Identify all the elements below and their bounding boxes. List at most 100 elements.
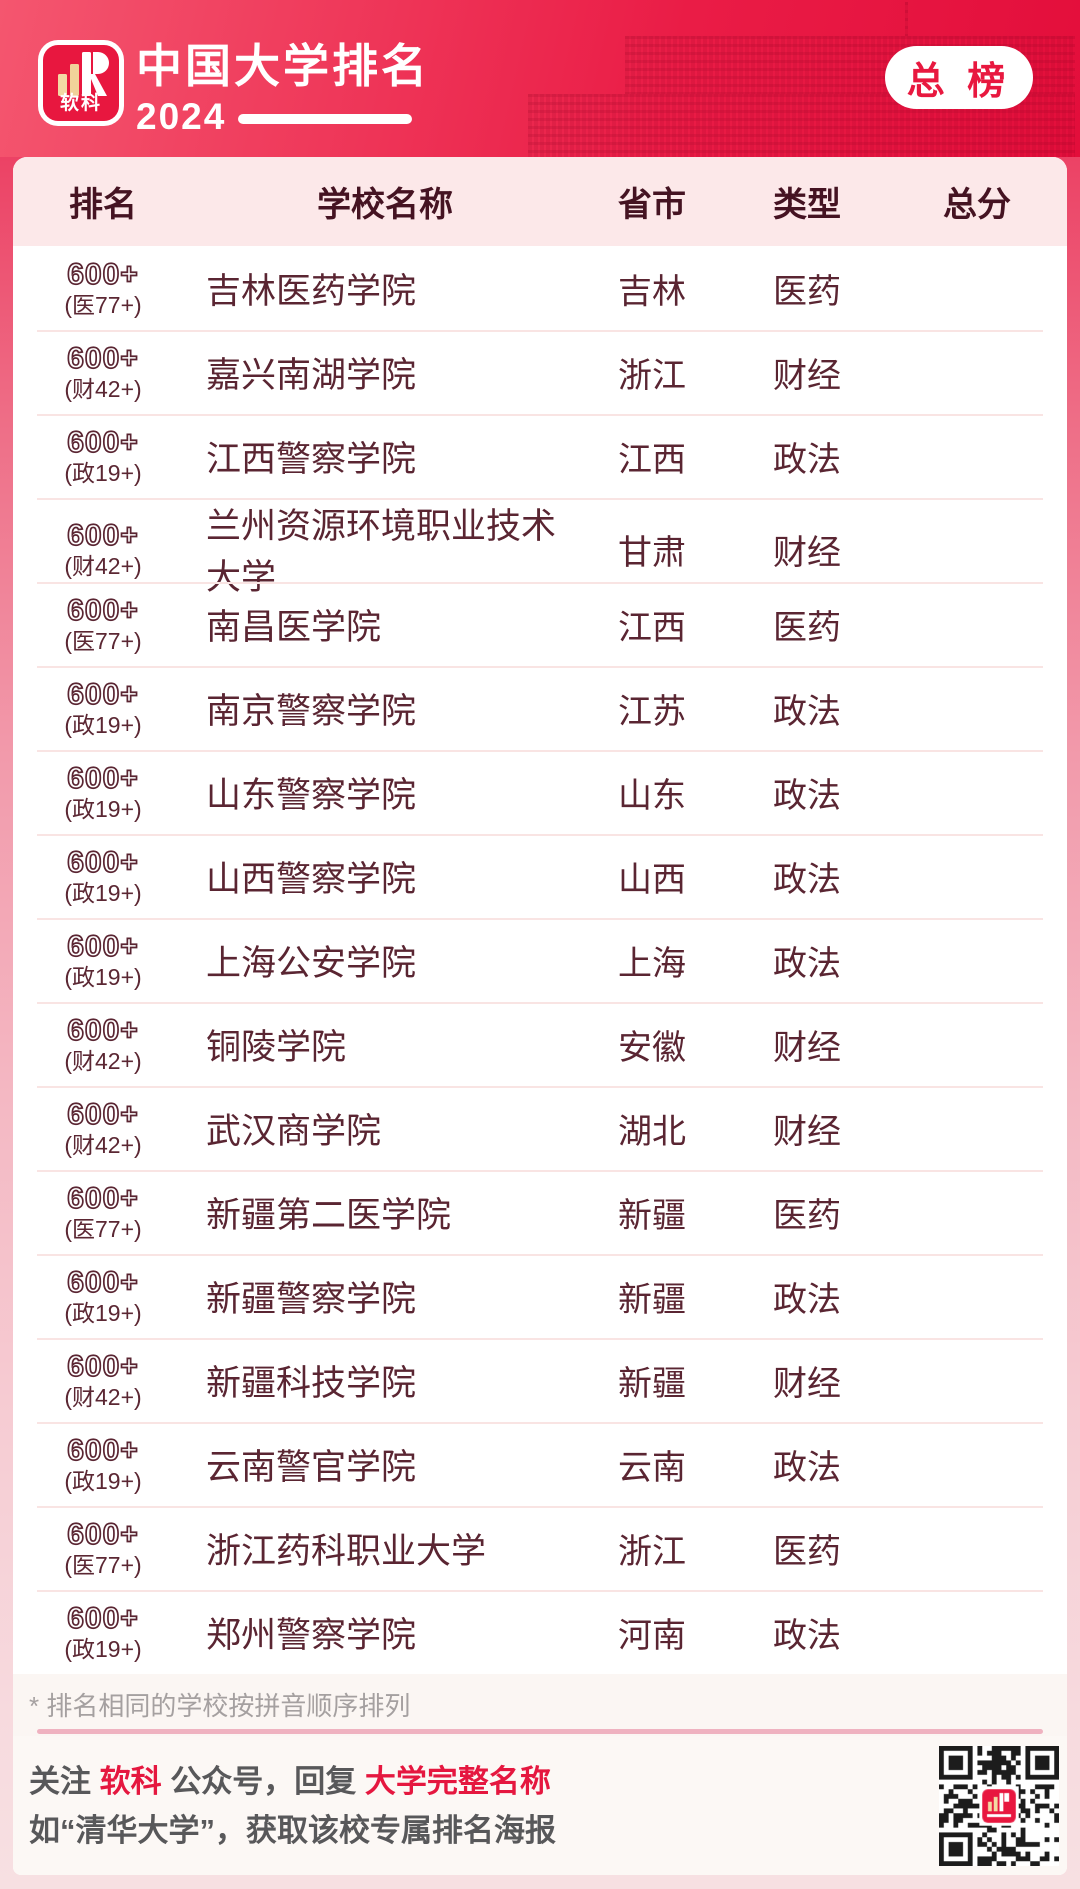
rank-subcategory: (政19+) xyxy=(64,1299,142,1326)
school-name: 上海公安学院 xyxy=(206,943,417,983)
rank-cell: 600+ (医77+) xyxy=(13,1182,193,1242)
rank-cell: 600+ (医77+) xyxy=(13,1518,193,1578)
qr-code xyxy=(939,1745,1059,1866)
province: 吉林 xyxy=(618,272,686,311)
overall-ranking-badge: 总 榜 xyxy=(885,46,1033,109)
province: 上海 xyxy=(618,944,686,983)
rank-cell: 600+ (政19+) xyxy=(13,426,193,486)
school-type: 政法 xyxy=(773,1616,841,1655)
school-name: 兰州资源环境职业技术大学 xyxy=(206,507,557,597)
school-name: 新疆第二医学院 xyxy=(206,1195,452,1235)
school-type: 医药 xyxy=(773,272,841,311)
school-type: 政法 xyxy=(773,440,841,479)
col-header-rank: 排名 xyxy=(69,186,137,224)
school-name: 浙江药科职业大学 xyxy=(206,1531,487,1571)
table-row: 600+ (财42+) 新疆科技学院 新疆 财经 xyxy=(13,1338,1067,1422)
rank-value: 600+ xyxy=(66,519,139,553)
col-header-score: 总分 xyxy=(943,186,1011,224)
province: 安徽 xyxy=(618,1028,686,1067)
table-body: 600+ (医77+) 吉林医药学院 吉林 医药 600+ (财42+) 嘉兴南… xyxy=(13,246,1067,1674)
school-type: 政法 xyxy=(773,944,841,983)
school-name: 山东警察学院 xyxy=(206,775,417,815)
table-row: 600+ (政19+) 山西警察学院 山西 政法 xyxy=(13,834,1067,918)
footer-segment: 关注 xyxy=(29,1763,100,1799)
col-header-type: 类型 xyxy=(773,186,841,224)
school-type: 政法 xyxy=(773,860,841,899)
province: 浙江 xyxy=(618,356,686,395)
rank-value: 600+ xyxy=(66,1266,139,1300)
rank-subcategory: (政19+) xyxy=(64,879,142,906)
school-type: 财经 xyxy=(773,356,841,395)
rank-subcategory: (财42+) xyxy=(64,1383,142,1410)
footnote-strip: * 排名相同的学校按拼音顺序排列 xyxy=(13,1674,1067,1736)
col-header-school: 学校名称 xyxy=(317,186,453,224)
rank-value: 600+ xyxy=(66,1434,139,1468)
school-name: 郑州警察学院 xyxy=(206,1615,417,1655)
province: 浙江 xyxy=(618,1532,686,1571)
rank-cell: 600+ (财42+) xyxy=(13,342,193,400)
table-row: 600+ (政19+) 新疆警察学院 新疆 政法 xyxy=(13,1254,1067,1338)
ruanke-logo: 软科 xyxy=(38,40,124,126)
province: 湖北 xyxy=(618,1112,686,1151)
footer-line1: 关注 软科 公众号，回复 大学完整名称 xyxy=(29,1757,939,1806)
rank-subcategory: (政19+) xyxy=(64,1635,142,1662)
table-row: 600+ (财42+) 嘉兴南湖学院 浙江 财经 xyxy=(13,330,1067,414)
logo-label: 软科 xyxy=(59,93,102,114)
table-row: 600+ (政19+) 上海公安学院 上海 政法 xyxy=(13,918,1067,1002)
rank-cell: 600+ (财42+) xyxy=(13,1350,193,1410)
rank-subcategory: (医77+) xyxy=(64,1551,142,1578)
table-row: 600+ (政19+) 郑州警察学院 河南 政法 xyxy=(13,1590,1067,1674)
table-row: 600+ (医77+) 吉林医药学院 吉林 医药 xyxy=(13,246,1067,330)
table-header: 排名 学校名称 省市 类型 总分 xyxy=(13,157,1067,246)
school-type: 医药 xyxy=(773,1196,841,1235)
province: 山西 xyxy=(618,860,686,899)
table-row: 600+ (政19+) 山东警察学院 山东 政法 xyxy=(13,750,1067,834)
school-name: 南京警察学院 xyxy=(206,691,417,731)
footer-highlight: 软科 xyxy=(99,1763,162,1799)
table-row: 600+ (政19+) 江西警察学院 江西 政法 xyxy=(13,414,1067,498)
province: 新疆 xyxy=(618,1364,686,1403)
col-header-province: 省市 xyxy=(618,186,686,224)
logo-bars-icon xyxy=(58,52,109,96)
rank-subcategory: (政19+) xyxy=(64,1467,142,1494)
rank-subcategory: (医77+) xyxy=(64,627,142,654)
rank-cell: 600+ (政19+) xyxy=(13,762,193,822)
page-title: 中国大学排名 xyxy=(136,40,430,92)
rank-subcategory: (医77+) xyxy=(64,1215,142,1242)
school-type: 政法 xyxy=(773,776,841,815)
rank-subcategory: (政19+) xyxy=(64,795,142,822)
rank-value: 600+ xyxy=(66,678,139,712)
school-type: 医药 xyxy=(773,1532,841,1571)
school-type: 政法 xyxy=(773,692,841,731)
rank-subcategory: (政19+) xyxy=(64,711,142,738)
school-type: 政法 xyxy=(773,1280,841,1319)
province: 江西 xyxy=(618,608,686,647)
rank-value: 600+ xyxy=(66,846,139,880)
rank-cell: 600+ (医77+) xyxy=(13,594,193,654)
rank-value: 600+ xyxy=(66,762,139,796)
province: 新疆 xyxy=(618,1280,686,1319)
table-row: 600+ (财42+) 兰州资源环境职业技术大学 甘肃 财经 xyxy=(13,498,1067,597)
rank-subcategory: (政19+) xyxy=(64,459,142,486)
school-name: 南昌医学院 xyxy=(206,607,382,647)
title-block: 中国大学排名 2024 xyxy=(136,40,430,138)
rank-value: 600+ xyxy=(66,1014,139,1048)
province: 河南 xyxy=(618,1616,686,1655)
table-row: 600+ (财42+) 铜陵学院 安徽 财经 xyxy=(13,1002,1067,1086)
school-name: 山西警察学院 xyxy=(206,859,417,899)
rank-value: 600+ xyxy=(66,258,139,292)
school-type: 财经 xyxy=(773,1028,841,1067)
rank-value: 600+ xyxy=(66,930,139,964)
school-name: 新疆警察学院 xyxy=(206,1279,417,1319)
rank-value: 600+ xyxy=(66,1350,139,1384)
footnote-divider xyxy=(37,1729,1043,1734)
province: 云南 xyxy=(618,1448,686,1487)
table-row: 600+ (政19+) 南京警察学院 江苏 政法 xyxy=(13,666,1067,750)
rank-cell: 600+ (政19+) xyxy=(13,1434,193,1494)
province: 山东 xyxy=(618,776,686,815)
school-type: 医药 xyxy=(773,608,841,647)
rank-cell: 600+ (政19+) xyxy=(13,930,193,988)
rank-subcategory: (财42+) xyxy=(64,1131,142,1158)
table-row: 600+ (医77+) 新疆第二医学院 新疆 医药 xyxy=(13,1170,1067,1254)
rank-value: 600+ xyxy=(66,342,139,376)
